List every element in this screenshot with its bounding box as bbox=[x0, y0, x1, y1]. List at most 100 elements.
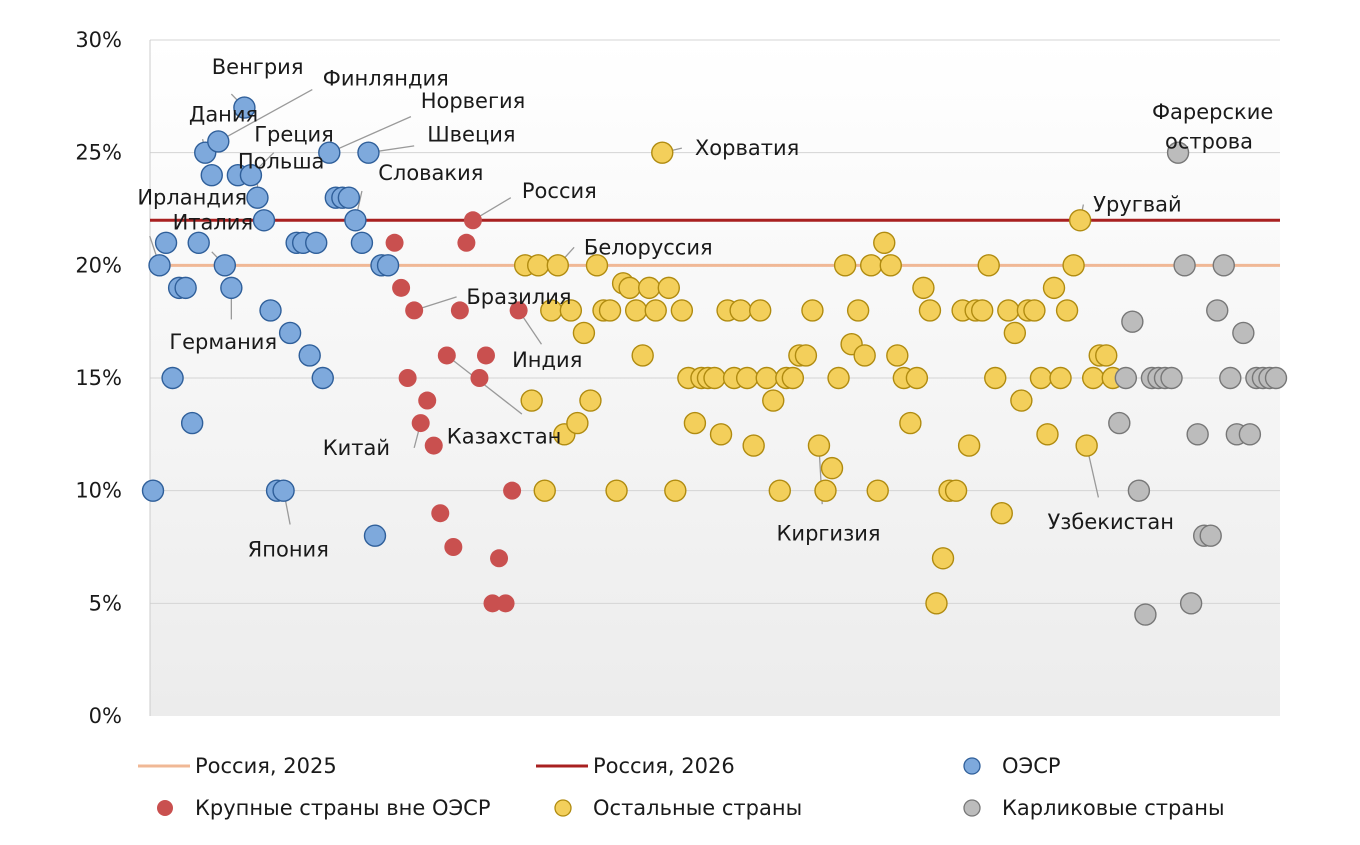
data-point bbox=[392, 278, 411, 297]
data-point bbox=[546, 254, 570, 277]
y-tick-label: 20% bbox=[75, 253, 122, 277]
data-point bbox=[566, 411, 589, 435]
data-point bbox=[729, 299, 752, 322]
legend-label: Крупные страны вне ОЭСР bbox=[195, 796, 491, 820]
data-point bbox=[853, 344, 876, 367]
annotation-leader bbox=[217, 89, 313, 142]
data-point bbox=[1029, 366, 1053, 390]
data-point bbox=[735, 366, 759, 390]
data-point bbox=[1095, 344, 1118, 367]
y-tick-label: 30% bbox=[75, 28, 122, 52]
y-tick-label: 5% bbox=[89, 591, 122, 615]
data-point bbox=[239, 163, 263, 187]
data-point bbox=[879, 254, 902, 277]
data-point bbox=[207, 130, 230, 153]
data-point bbox=[618, 276, 641, 300]
data-point bbox=[977, 254, 1000, 277]
data-point bbox=[490, 549, 509, 568]
data-point bbox=[1199, 524, 1222, 547]
annotation-label: Узбекистан bbox=[1047, 510, 1174, 534]
data-points bbox=[141, 96, 1288, 626]
data-point bbox=[873, 231, 896, 255]
data-point bbox=[496, 594, 515, 613]
data-point bbox=[357, 141, 380, 164]
data-point bbox=[886, 344, 909, 367]
data-point bbox=[833, 254, 857, 277]
data-point bbox=[385, 233, 404, 252]
data-point bbox=[337, 186, 361, 209]
y-tick-label: 25% bbox=[75, 141, 122, 165]
data-point bbox=[259, 299, 282, 322]
annotation-label: Китай bbox=[323, 436, 390, 460]
y-tick-label: 15% bbox=[75, 366, 122, 390]
data-point bbox=[174, 276, 197, 300]
data-point bbox=[585, 254, 609, 277]
data-point bbox=[781, 366, 805, 390]
reference-lines bbox=[150, 218, 1280, 267]
data-point bbox=[298, 344, 321, 367]
annotation-label: Польша bbox=[238, 150, 325, 174]
annotation-label: Россия bbox=[522, 179, 597, 203]
annotation-label: Германия bbox=[169, 330, 277, 354]
annotation-label: Норвегия bbox=[421, 89, 526, 113]
data-point bbox=[631, 344, 654, 367]
data-point bbox=[363, 524, 387, 547]
data-point bbox=[984, 366, 1007, 390]
data-point bbox=[742, 434, 765, 457]
data-point bbox=[246, 186, 269, 209]
data-point bbox=[846, 299, 870, 322]
legend-label: Россия, 2025 bbox=[195, 754, 337, 778]
annotation-label: Греция bbox=[254, 123, 334, 147]
annotation-label: Ирландия bbox=[137, 186, 247, 210]
data-point bbox=[1264, 366, 1288, 390]
annotation-label: Белоруссия bbox=[584, 235, 713, 259]
annotation-label: Фарерские bbox=[1152, 100, 1273, 124]
data-point bbox=[424, 436, 443, 455]
legend-label: Россия, 2026 bbox=[593, 754, 735, 778]
data-point bbox=[470, 369, 489, 387]
legend-label: Остальные страны bbox=[593, 796, 802, 820]
annotation-label: Хорватия bbox=[695, 136, 799, 160]
legend-swatch bbox=[963, 799, 981, 817]
data-point bbox=[200, 163, 223, 187]
data-point bbox=[905, 366, 929, 390]
data-point bbox=[970, 299, 994, 322]
data-point bbox=[431, 504, 450, 523]
annotation-label: Бразилия bbox=[466, 285, 571, 309]
data-point bbox=[161, 366, 184, 390]
data-point bbox=[476, 346, 495, 365]
data-point bbox=[1160, 366, 1183, 390]
data-point bbox=[827, 366, 850, 390]
data-point bbox=[644, 299, 667, 322]
data-point bbox=[814, 479, 837, 502]
data-point bbox=[664, 479, 687, 502]
annotation-label: Уругвай bbox=[1093, 192, 1181, 216]
data-point bbox=[437, 346, 456, 365]
data-point bbox=[1186, 423, 1209, 446]
data-point bbox=[1121, 310, 1144, 333]
data-point bbox=[801, 299, 824, 322]
data-point bbox=[925, 592, 948, 615]
annotation-label: Словакия bbox=[378, 161, 483, 185]
data-point bbox=[657, 276, 680, 300]
data-point bbox=[749, 299, 772, 322]
data-point bbox=[579, 389, 602, 412]
data-point bbox=[154, 231, 178, 255]
data-point bbox=[1068, 209, 1092, 232]
data-point bbox=[1166, 141, 1190, 164]
data-point bbox=[1173, 254, 1196, 277]
data-point bbox=[520, 389, 543, 412]
annotation-label: Швеция bbox=[427, 123, 515, 147]
data-point bbox=[411, 414, 430, 433]
data-point bbox=[483, 594, 502, 613]
data-point bbox=[918, 299, 942, 322]
data-point bbox=[444, 538, 463, 556]
data-point bbox=[1127, 479, 1151, 502]
annotation-label: Киргизия bbox=[777, 521, 881, 545]
data-point bbox=[899, 411, 922, 435]
data-point bbox=[683, 411, 707, 435]
data-point bbox=[944, 479, 968, 502]
data-point bbox=[141, 479, 165, 502]
data-point bbox=[1219, 366, 1242, 390]
